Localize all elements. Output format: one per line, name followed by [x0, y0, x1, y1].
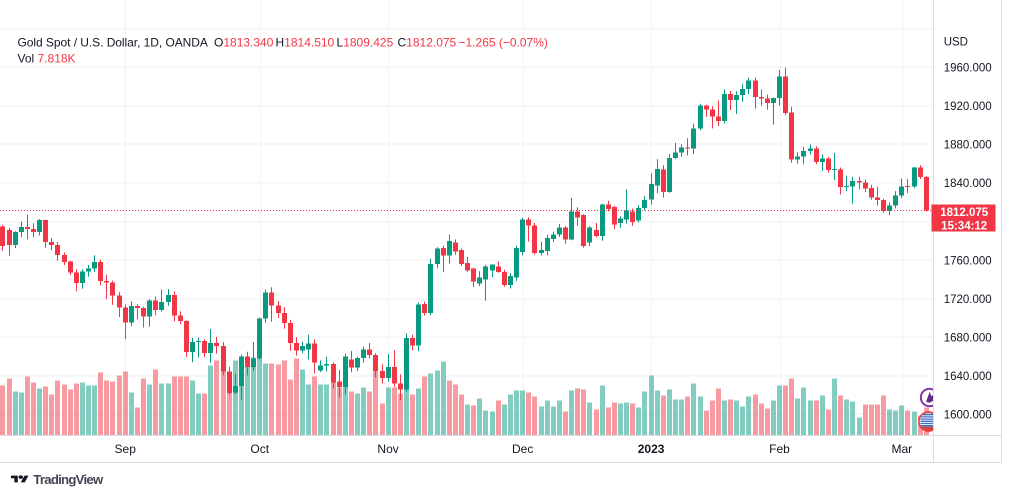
svg-text:Feb: Feb: [769, 442, 790, 456]
svg-text:1640.000: 1640.000: [944, 371, 992, 383]
svg-text:1880.000: 1880.000: [944, 140, 992, 152]
svg-text:H1814.510: H1814.510: [276, 36, 335, 50]
svg-text:1840.000: 1840.000: [944, 178, 992, 190]
svg-text:1600.000: 1600.000: [944, 410, 992, 422]
svg-text:−1.265 (−0.07%): −1.265 (−0.07%): [459, 36, 548, 50]
svg-text:Gold Spot / U.S. Dollar, 1D, O: Gold Spot / U.S. Dollar, 1D, OANDA: [18, 36, 208, 50]
svg-text:O1813.340: O1813.340: [214, 36, 274, 50]
svg-text:C1812.075: C1812.075: [398, 36, 457, 50]
svg-text:2023: 2023: [638, 442, 665, 456]
svg-text:1812.075: 1812.075: [940, 207, 989, 219]
svg-text:1680.000: 1680.000: [944, 333, 992, 345]
svg-text:TradingView: TradingView: [33, 472, 104, 487]
svg-text:1920.000: 1920.000: [944, 101, 992, 113]
svg-text:Dec: Dec: [512, 442, 533, 456]
svg-text:1960.000: 1960.000: [944, 63, 992, 75]
svg-text:15:34:12: 15:34:12: [941, 220, 987, 232]
svg-text:Nov: Nov: [377, 442, 398, 456]
svg-text:Oct: Oct: [250, 442, 269, 456]
svg-text:Sep: Sep: [115, 442, 137, 456]
svg-text:USD: USD: [944, 36, 968, 48]
svg-text:1720.000: 1720.000: [944, 294, 992, 306]
svg-text:1760.000: 1760.000: [944, 255, 992, 267]
svg-text:Mar: Mar: [891, 442, 912, 456]
svg-text:Vol 7.818K: Vol 7.818K: [18, 52, 76, 66]
svg-text:L1809.425: L1809.425: [337, 36, 394, 50]
